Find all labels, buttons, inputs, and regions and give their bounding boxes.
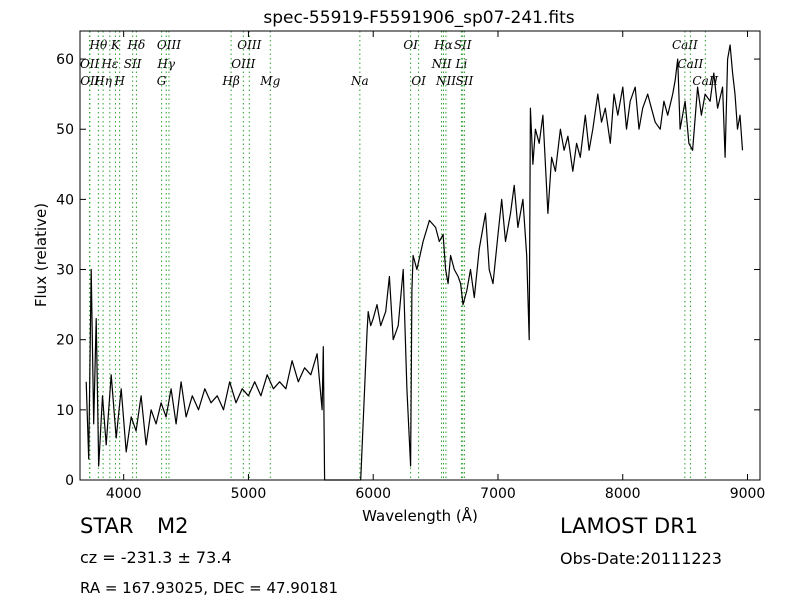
x-axis-label: Wavelength (Å) — [362, 506, 478, 525]
line-marker-label-20: G — [157, 74, 167, 88]
line-marker-label-4: OIII — [237, 38, 261, 52]
line-marker-label-26: SII — [456, 74, 474, 88]
line-marker-label-8: CaII — [672, 38, 698, 52]
x-tick-label-5: 9000 — [730, 486, 766, 502]
redshift-cz: cz = -231.3 ± 73.4 — [80, 548, 232, 567]
line-marker-label-24: OI — [411, 74, 426, 88]
coordinates: RA = 167.93025, DEC = 47.90181 — [80, 579, 339, 597]
x-tick-label-1: 5000 — [231, 486, 267, 502]
chart-title: spec-55919-F5591906_sp07-241.fits — [263, 8, 574, 28]
line-marker-label-5: OI — [403, 38, 418, 52]
y-tick-label-3: 30 — [56, 263, 74, 279]
y-tick-label-2: 20 — [56, 333, 74, 349]
line-marker-label-22: Mg — [259, 74, 280, 88]
x-axis-ticks: 4000 5000 6000 7000 8000 9000 — [106, 31, 765, 502]
spectrum-line — [85, 44, 744, 481]
line-marker-label-12: Hγ — [156, 57, 175, 71]
line-marker-label-0: Hθ — [88, 38, 107, 52]
x-tick-label-0: 4000 — [106, 486, 142, 502]
y-tick-label-0: 0 — [65, 473, 74, 489]
y-axis-label: Flux (relative) — [32, 203, 50, 307]
line-marker-label-7: SII — [454, 38, 472, 52]
line-marker-label-23: Na — [350, 74, 369, 88]
y-tick-label-6: 60 — [56, 52, 74, 68]
object-subclass: M2 — [157, 514, 189, 538]
line-marker-label-3: OIII — [157, 38, 181, 52]
y-tick-label-5: 50 — [56, 122, 74, 138]
x-tick-label-4: 8000 — [605, 486, 641, 502]
y-tick-label-1: 10 — [56, 403, 74, 419]
line-marker-label-15: Li — [455, 57, 468, 71]
line-marker-label-25: NII — [435, 74, 456, 88]
x-tick-label-2: 6000 — [355, 486, 391, 502]
line-marker-label-1: K — [110, 38, 121, 52]
x-tick-label-3: 7000 — [480, 486, 516, 502]
line-marker-label-16: CaII — [677, 57, 703, 71]
line-marker-label-2: Hδ — [127, 38, 146, 52]
line-marker-label-19: H — [113, 74, 125, 88]
line-marker-label-11: SII — [124, 57, 142, 71]
line-marker-label-10: Hε — [100, 57, 118, 71]
line-marker-label-21: Hβ — [221, 74, 239, 88]
survey-name: LAMOST DR1 — [560, 514, 699, 538]
y-tick-label-4: 40 — [56, 192, 74, 208]
line-marker-label-17: OII — [80, 74, 100, 88]
spectrum-series — [85, 44, 744, 481]
line-marker-label-18: Hη — [93, 74, 112, 88]
object-class: STAR — [80, 514, 134, 538]
y-axis-ticks: 0 10 20 30 40 50 60 — [56, 52, 760, 489]
line-marker-label-14: NII — [431, 57, 452, 71]
plot-area-frame — [79, 30, 761, 481]
line-marker-label-6: Hα — [433, 38, 453, 52]
observation-date: Obs-Date:20111223 — [560, 549, 722, 568]
line-marker-label-13: OIII — [231, 57, 255, 71]
